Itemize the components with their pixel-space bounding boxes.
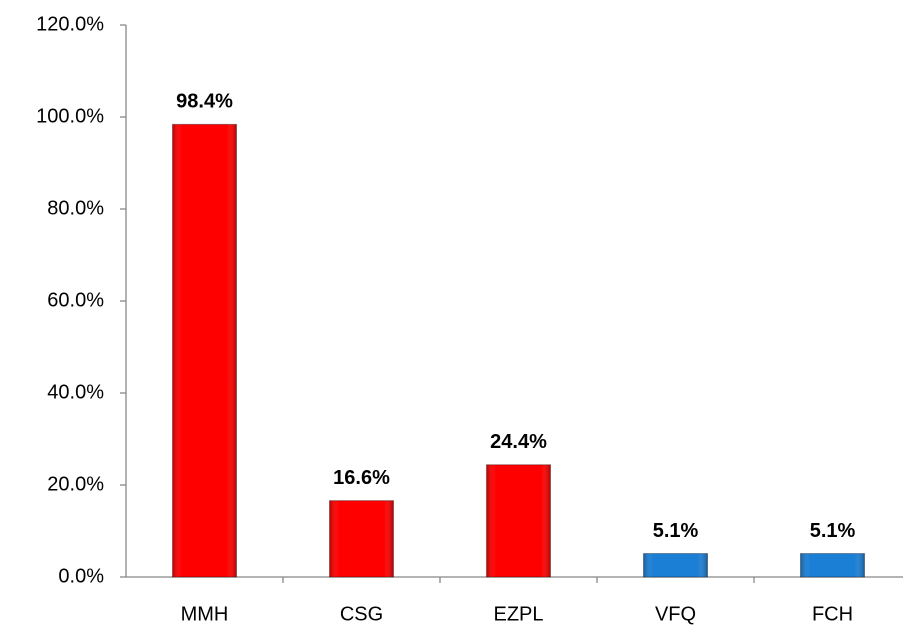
bar [800, 553, 865, 578]
y-tick-label: 20.0% [47, 473, 104, 495]
data-label: 24.4% [490, 431, 547, 453]
x-tick-label: VFQ [655, 603, 696, 625]
x-tick-label: FCH [812, 603, 853, 625]
x-tick-label: MMH [181, 603, 229, 625]
bar [329, 500, 394, 578]
bar [172, 123, 237, 578]
bar [486, 464, 551, 578]
y-tick-label: 120.0% [36, 13, 104, 35]
data-label: 5.1% [810, 520, 856, 542]
x-tick-label: EZPL [493, 603, 543, 625]
data-label: 98.4% [176, 91, 233, 113]
bar [643, 553, 708, 578]
y-tick-label: 100.0% [36, 105, 104, 127]
x-tick-label: CSG [340, 603, 383, 625]
y-tick-label: 0.0% [58, 565, 104, 587]
data-label: 16.6% [333, 467, 390, 489]
data-label: 5.1% [653, 520, 699, 542]
y-tick-label: 40.0% [47, 381, 104, 403]
y-tick-label: 80.0% [47, 197, 104, 219]
y-tick-label: 60.0% [47, 289, 104, 311]
